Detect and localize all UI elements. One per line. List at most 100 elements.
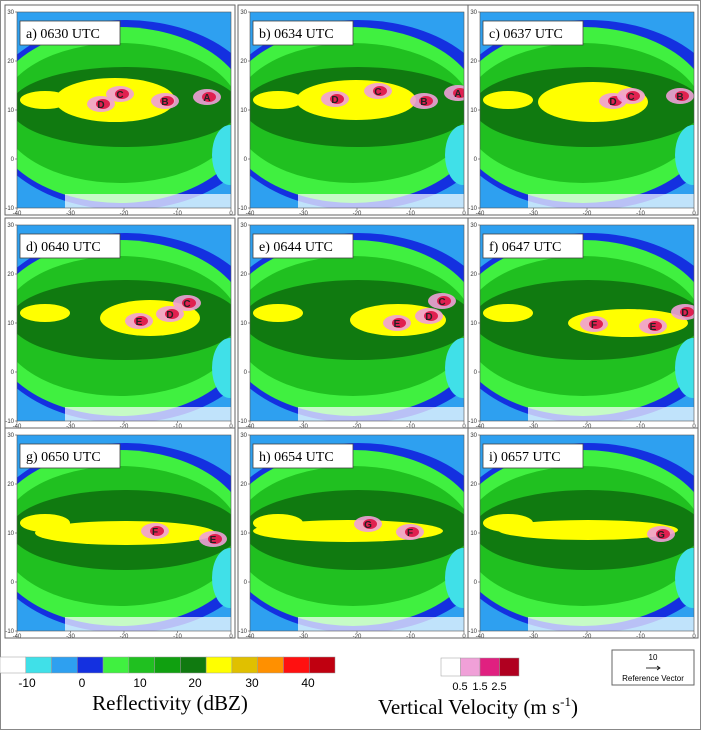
reflectivity-field xyxy=(17,225,231,421)
title-box xyxy=(482,20,584,46)
cell-label: E xyxy=(650,322,657,333)
field-white xyxy=(528,407,694,421)
cell-label: D xyxy=(166,310,173,321)
field-cyan xyxy=(212,338,231,398)
x-tick-label: 0 xyxy=(229,634,233,640)
x-tick-label: -40 xyxy=(13,211,22,217)
colorbar-box xyxy=(257,656,284,674)
core xyxy=(373,86,387,96)
core xyxy=(202,92,216,102)
colorbar-box xyxy=(0,656,27,674)
x-tick-label: -40 xyxy=(13,424,22,430)
panel-title: a) 0630 UTC xyxy=(26,27,100,42)
y-tick-label: -10 xyxy=(5,206,14,212)
cell-label: E xyxy=(394,319,401,330)
cell-label: C xyxy=(374,87,381,98)
colorbar-tick: 30 xyxy=(245,676,259,690)
velocity-tick: 1.5 xyxy=(472,681,487,693)
y-tick-label: -10 xyxy=(238,419,247,425)
colorbar-box xyxy=(308,656,336,674)
y-tick-label: -10 xyxy=(468,206,477,212)
x-tick-label: -20 xyxy=(583,634,592,640)
panel: -40 -30 -20 -10 0 30 20 10 0 -10 i) 0657 UTC G xyxy=(467,427,699,640)
cell-label: A xyxy=(203,93,210,104)
x-tick-label: -20 xyxy=(583,211,592,217)
colorbar-box xyxy=(102,656,130,674)
x-tick-label: -40 xyxy=(246,424,255,430)
y-tick-label: 30 xyxy=(7,433,14,439)
panel-title: h) 0654 UTC xyxy=(259,450,334,465)
field-yellow-west xyxy=(483,304,533,322)
y-tick-label: 0 xyxy=(244,580,248,586)
field-white xyxy=(528,617,694,631)
core xyxy=(96,99,110,109)
field-cyan xyxy=(675,338,694,398)
velocity-box xyxy=(479,657,500,677)
x-tick-label: -30 xyxy=(529,211,538,217)
cell-label: G xyxy=(364,520,372,531)
panel: -40 -30 -20 -10 0 30 20 10 0 -10 a) 0630 UTC D C B A xyxy=(4,4,236,217)
cell-label: F xyxy=(152,527,158,538)
y-tick-label: 30 xyxy=(240,10,247,16)
y-tick-label: 10 xyxy=(240,531,247,537)
field-yellow-west xyxy=(483,514,533,532)
x-tick-label: 0 xyxy=(692,211,696,217)
field-yellow-west xyxy=(20,304,70,322)
y-tick-label: 30 xyxy=(240,223,247,229)
colorbar-tick: -10 xyxy=(18,676,36,690)
core xyxy=(648,321,662,331)
colorbar-tick: 0 xyxy=(79,676,86,690)
x-tick-label: -10 xyxy=(406,424,415,430)
reference-value: 10 xyxy=(649,653,658,662)
title-box xyxy=(482,443,584,469)
field-yellow xyxy=(35,521,215,545)
x-tick-label: -10 xyxy=(173,634,182,640)
panel-title: i) 0657 UTC xyxy=(489,450,561,465)
cell-label: C xyxy=(116,90,123,101)
y-tick-label: 10 xyxy=(470,108,477,114)
y-tick-label: 0 xyxy=(11,157,15,163)
cell-label: B xyxy=(161,97,168,108)
title-box xyxy=(252,233,354,259)
y-tick-label: 10 xyxy=(7,531,14,537)
y-tick-label: -10 xyxy=(238,206,247,212)
cell-label: D xyxy=(609,97,616,108)
x-tick-label: -20 xyxy=(120,424,129,430)
core xyxy=(160,96,174,106)
cell-label: A xyxy=(454,89,461,100)
x-tick-label: -30 xyxy=(66,211,75,217)
x-tick-label: -20 xyxy=(353,211,362,217)
y-tick-label: 30 xyxy=(7,10,14,16)
field-white xyxy=(298,407,464,421)
core xyxy=(453,88,464,98)
x-tick-label: -30 xyxy=(299,634,308,640)
x-tick-label: 0 xyxy=(692,634,696,640)
colorbar-box xyxy=(77,656,104,674)
field-yellow-west xyxy=(483,91,533,109)
colorbar-box xyxy=(283,656,310,674)
y-tick-label: 0 xyxy=(244,157,248,163)
y-tick-label: 20 xyxy=(7,482,14,488)
panel: -40 -30 -20 -10 0 30 20 10 0 -10 g) 0650 UTC F E xyxy=(4,427,236,640)
x-tick-label: -10 xyxy=(173,211,182,217)
reference-box xyxy=(611,649,695,686)
core xyxy=(134,316,148,326)
x-tick-label: -20 xyxy=(353,634,362,640)
velocity-label: Vertical Velocity (m s-1) xyxy=(378,694,578,719)
field-white xyxy=(298,617,464,631)
x-tick-label: -10 xyxy=(636,211,645,217)
y-tick-label: 10 xyxy=(7,321,14,327)
y-tick-label: -10 xyxy=(238,629,247,635)
velocity-close: ) xyxy=(571,695,578,719)
y-tick-label: 20 xyxy=(470,59,477,65)
reflectivity-field xyxy=(17,435,231,631)
x-tick-label: -10 xyxy=(406,634,415,640)
field-yellow-west xyxy=(20,91,70,109)
field-white xyxy=(298,194,464,208)
field-cyan xyxy=(445,338,464,398)
field-yellow xyxy=(296,80,416,120)
x-tick-label: 0 xyxy=(229,424,233,430)
y-tick-label: 0 xyxy=(474,580,478,586)
x-tick-label: 0 xyxy=(462,211,466,217)
core xyxy=(392,318,406,328)
